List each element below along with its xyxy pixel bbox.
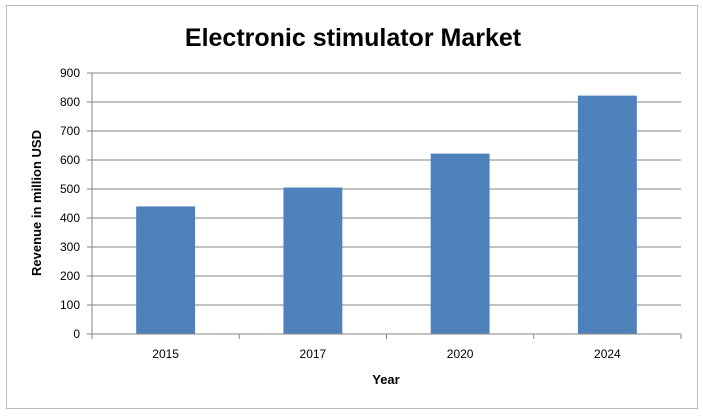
bars [136,95,637,335]
y-tick-label: 300 [60,240,80,254]
x-tick-label: 2015 [152,347,179,361]
y-tick-label: 800 [60,95,80,109]
x-tick-labels: 2015 2017 2020 2024 [152,347,621,361]
y-tick-label: 400 [60,211,80,225]
y-tick-label: 900 [60,66,80,80]
y-tick-labels: 0 100 200 300 400 500 600 700 800 900 [60,66,80,341]
x-axis-label: Year [372,372,399,387]
y-tick-label: 600 [60,153,80,167]
axes [87,72,682,339]
x-tick-label: 2020 [447,347,474,361]
y-axis-label: Revenue in million USD [29,130,44,276]
bar-2017 [283,187,343,334]
y-tick-label: 700 [60,124,80,138]
y-tick-label: 100 [60,298,80,312]
bar-2020 [430,153,490,334]
bar-2024 [577,95,637,335]
chart-title: Electronic stimulator Market [185,24,522,52]
bar-2015 [136,206,196,334]
y-tick-label: 500 [60,182,80,196]
x-tick-label: 2024 [594,347,621,361]
y-tick-label: 200 [60,269,80,283]
x-tick-label: 2017 [300,347,327,361]
y-tick-label: 0 [73,327,80,341]
